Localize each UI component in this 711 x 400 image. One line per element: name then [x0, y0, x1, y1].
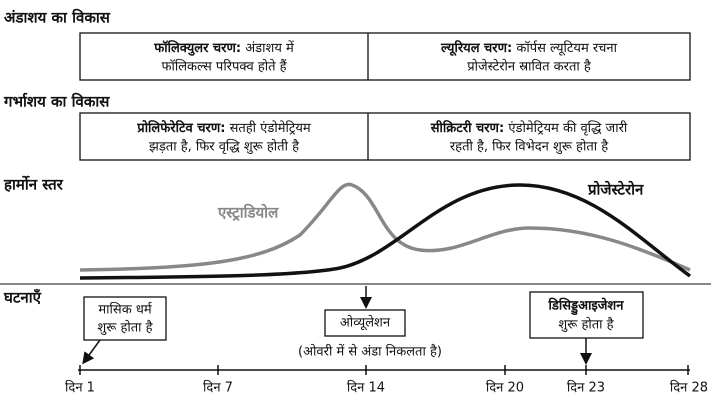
curve-label: प्रोजेस्टेरोन	[587, 181, 644, 199]
phase-line: रहती है, फिर विभेदन शुरू होता है	[450, 139, 609, 155]
phase-line: प्रोलिफेरेटिव चरण: सतही एंडोमेट्रियम	[136, 120, 311, 136]
phase-line: फॉलिकल्स परिपक्व होते हैं	[161, 59, 287, 75]
event-text: मासिक धर्म	[98, 302, 152, 318]
event-text: डिसिड्डुआइजेशन	[548, 298, 625, 317]
phase-box	[79, 32, 691, 81]
phase-line: फॉलिक्युलर चरण: अंडाशय में	[153, 40, 294, 56]
phase-line: प्रोजेस्टेरोन स्रावित करता है	[467, 59, 592, 75]
arrow	[82, 339, 101, 365]
day-label: दिन 23	[567, 380, 605, 396]
event-text: ओव्यूलेशन	[340, 315, 391, 331]
phase-line: सीक्रिटरी चरण: एंडोमेट्रियम की वृद्धि जा…	[430, 120, 628, 136]
day-label: दिन 28	[670, 380, 708, 396]
section-title: हार्मोन स्तर	[3, 176, 64, 194]
phase-box	[79, 112, 691, 161]
day-label: दिन 20	[486, 380, 524, 396]
phase-line: ल्यूरियल चरण: कॉर्पस ल्यूटियम रचना	[440, 40, 618, 56]
day-label: दिन 1	[65, 380, 95, 396]
estradiol-curve	[79, 182, 691, 272]
event-box	[529, 291, 644, 339]
event-text: शुरू होता है	[97, 320, 153, 336]
event-box	[324, 309, 406, 337]
event-text: शुरू होता है	[558, 317, 614, 333]
event-note: (ओवरी में से अंडा निकलता है)	[298, 344, 442, 360]
event-box	[83, 296, 167, 341]
section-title: घटनाएँ	[3, 289, 42, 307]
day-label: दिन 14	[347, 380, 385, 396]
section-title: अंडाशय का विकास	[4, 9, 111, 27]
curve-label: एस्ट्राडियोल	[217, 204, 279, 222]
timeline: दिन 1 दिन 7 दिन 14 दिन 20 दिन 23 दिन 28	[65, 365, 708, 396]
section-title: गर्भाशय का विकास	[3, 93, 110, 111]
phase-line: झड़ता है, फिर वृद्धि शुरू होती है	[149, 139, 300, 155]
day-label: दिन 7	[203, 380, 233, 396]
progesterone-curve	[79, 183, 692, 280]
